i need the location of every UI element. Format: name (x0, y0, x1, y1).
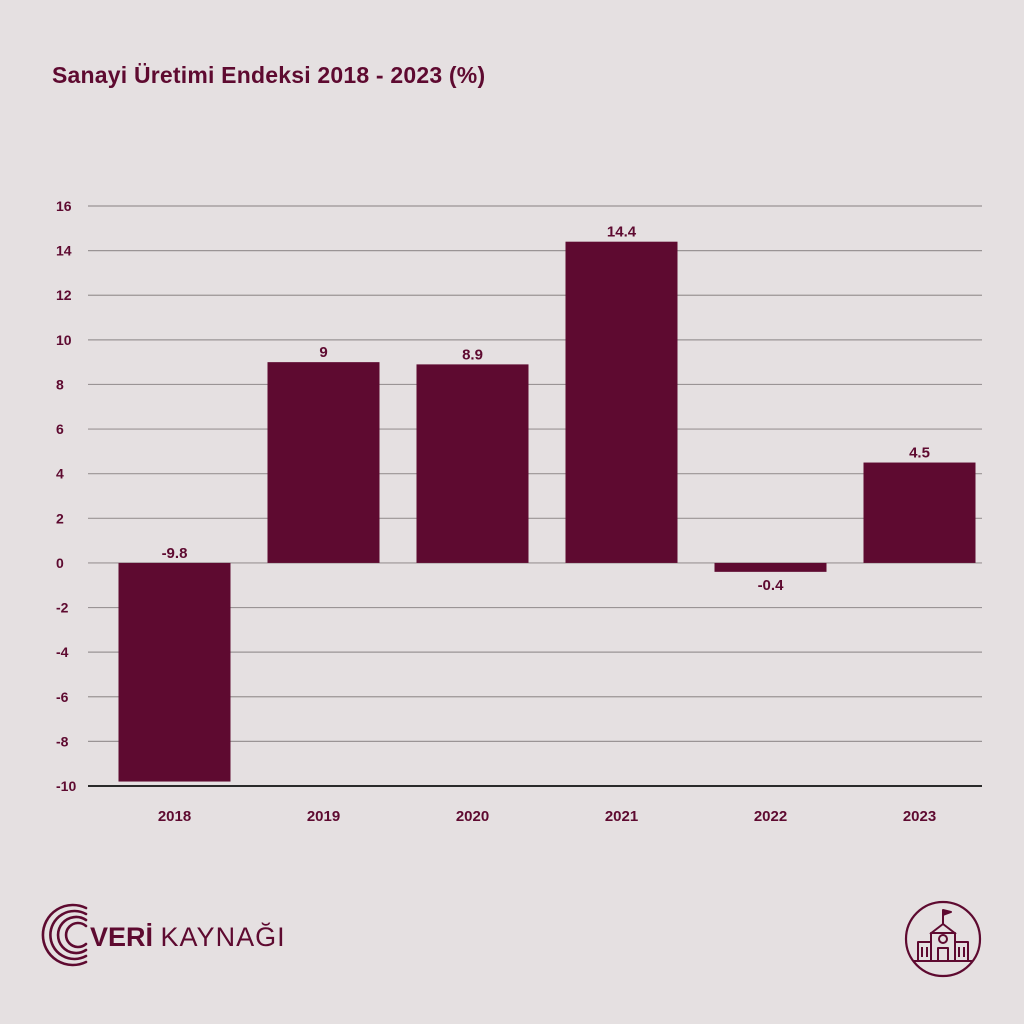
x-category-label: 2023 (903, 808, 936, 825)
chart-title: Sanayi Üretimi Endeksi 2018 - 2023 (%) (52, 62, 486, 88)
data-labels: -9.8 9 8.9 14.4 -0.4 4.5 (162, 224, 930, 594)
bar-2022 (714, 562, 827, 572)
data-label: 4.5 (909, 445, 930, 462)
data-label: 14.4 (607, 224, 637, 241)
bar-2021 (565, 241, 678, 563)
bars (118, 241, 976, 782)
y-tick-label: 2 (56, 510, 64, 526)
bar-2019 (267, 362, 380, 563)
brand-name-bold: VERİ (90, 922, 154, 952)
x-axis-categories: 2018 2019 2020 2021 2022 2023 (158, 808, 936, 825)
bar-2018 (118, 562, 231, 782)
data-label: 9 (319, 344, 327, 361)
y-tick-label: -8 (56, 733, 69, 749)
x-category-label: 2020 (456, 808, 489, 825)
y-tick-label: 10 (56, 332, 72, 348)
y-tick-label: 4 (56, 466, 64, 482)
x-category-label: 2019 (307, 808, 340, 825)
brand-logo: VERİ KAYNAĞI (40, 900, 300, 970)
x-category-label: 2018 (158, 808, 191, 825)
bar-2023 (863, 462, 976, 563)
y-tick-label: -6 (56, 689, 69, 705)
x-category-label: 2021 (605, 808, 638, 825)
y-tick-label: 0 (56, 555, 64, 571)
y-tick-label: -4 (56, 644, 69, 660)
brand-name: VERİ KAYNAĞI (90, 922, 286, 953)
brand-name-light: KAYNAĞI (160, 922, 286, 952)
school-building-icon (904, 900, 982, 978)
y-tick-label: 16 (56, 198, 72, 214)
data-label: 8.9 (462, 346, 483, 363)
data-label: -0.4 (758, 577, 785, 594)
bar-2020 (416, 364, 529, 563)
y-tick-label: -2 (56, 600, 69, 616)
gridlines (88, 205, 982, 742)
y-tick-label: 12 (56, 287, 72, 303)
y-axis-ticks: 16 14 12 10 8 6 4 2 0 -2 -4 -6 -8 -10 (56, 198, 76, 794)
signal-arcs-icon (41, 903, 88, 967)
y-tick-label: 14 (56, 243, 72, 259)
y-tick-label: 8 (56, 376, 64, 392)
y-tick-label: 6 (56, 421, 64, 437)
data-label: -9.8 (162, 545, 188, 562)
y-tick-label: -10 (56, 778, 76, 794)
x-category-label: 2022 (754, 808, 787, 825)
